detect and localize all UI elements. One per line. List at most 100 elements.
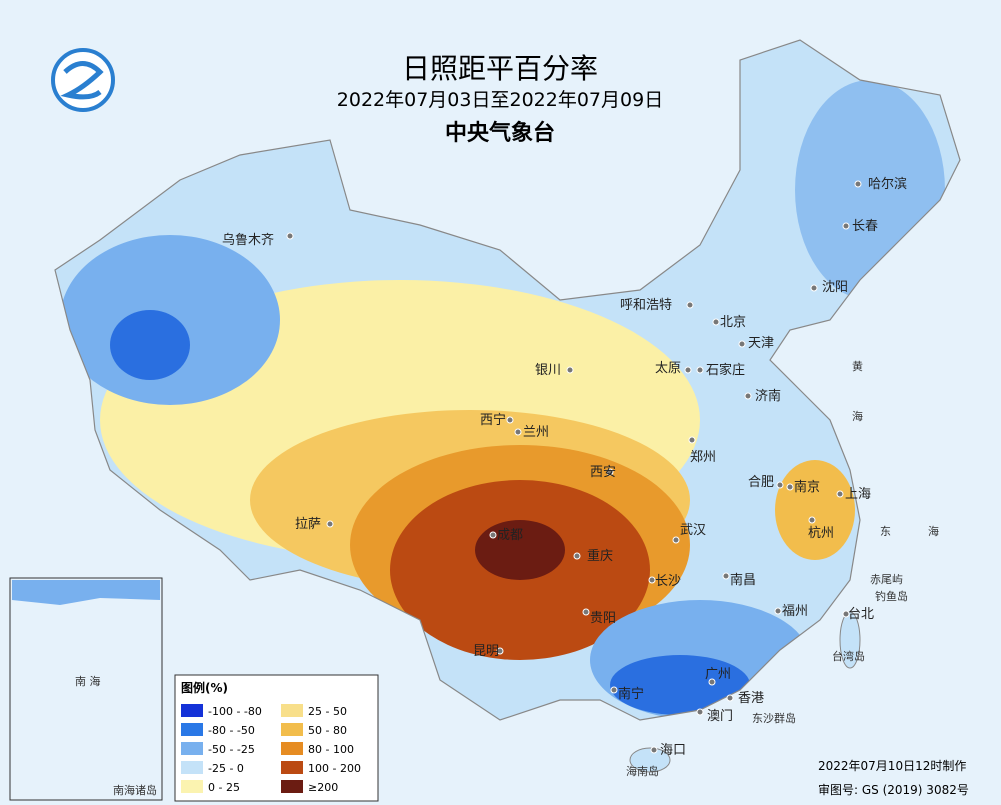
title: 日照距平百分率 (402, 52, 598, 85)
legend-swatch (181, 723, 203, 736)
city-dot (842, 222, 850, 230)
city-dot (582, 608, 590, 616)
inset-label: 南海诸岛 (113, 783, 157, 797)
legend-title: 图例(%) (181, 680, 228, 695)
city-dot (726, 694, 734, 702)
city-label: 乌鲁木齐 (222, 232, 274, 248)
legend-label: 100 - 200 (308, 762, 361, 775)
city-label: 哈尔滨 (868, 176, 907, 192)
legend-label: ≥200 (308, 781, 338, 794)
legend-label: 25 - 50 (308, 705, 347, 718)
city-dot (648, 576, 656, 584)
city-label: 银川 (535, 363, 561, 378)
city-dot (606, 468, 614, 476)
city-label: 呼和浩特 (620, 298, 672, 313)
city-dot (808, 516, 816, 524)
city-dot (489, 531, 497, 539)
city-dot (738, 340, 746, 348)
city-label: 合肥 (748, 475, 774, 490)
city-label: 海口 (660, 743, 686, 758)
city-dot (650, 746, 658, 754)
legend-swatch (181, 742, 203, 755)
place-label: 东沙群岛 (752, 711, 796, 725)
place-label: 海南岛 (626, 764, 659, 778)
city-dot (566, 366, 574, 374)
taiwan (839, 611, 861, 669)
city-dot (786, 483, 794, 491)
city-label: 长沙 (655, 574, 681, 589)
city-dot (810, 284, 818, 292)
border (54, 39, 961, 721)
city-label: 南京 (794, 479, 820, 495)
city-label: 石家庄 (706, 362, 745, 378)
city-label: 西宁 (480, 412, 506, 428)
sea-label: 黄 (852, 359, 863, 373)
city-dot (286, 232, 294, 240)
city-dot (610, 686, 618, 694)
city-label: 昆明 (473, 644, 499, 659)
city-dot (514, 428, 522, 436)
city-label: 贵阳 (590, 611, 616, 626)
legend-label: 80 - 100 (308, 743, 354, 756)
city-dot (326, 520, 334, 528)
city-label: 杭州 (808, 526, 834, 541)
city-label: 北京 (720, 315, 746, 330)
city-label: 台北 (848, 607, 874, 622)
legend-swatch (181, 704, 203, 717)
city-label: 南昌 (730, 572, 756, 588)
city-label: 沈阳 (822, 280, 848, 295)
legend-label: -80 - -50 (208, 724, 255, 737)
legend-swatch (281, 761, 303, 774)
sea-label: 东 (880, 525, 891, 538)
legend-label: -50 - -25 (208, 743, 255, 756)
legend-label: 0 - 25 (208, 781, 240, 794)
city-label: 兰州 (523, 425, 549, 440)
legend-label: -100 - -80 (208, 705, 262, 718)
city-dot (776, 481, 784, 489)
sea-label: 海 (928, 524, 939, 538)
city-label: 太原 (655, 361, 681, 376)
legend-swatch (281, 723, 303, 736)
hainan (629, 747, 671, 773)
legend-swatch (281, 780, 303, 793)
subtitle: 2022年07月03日至2022年07月09日 (337, 89, 663, 111)
city-dot (496, 647, 504, 655)
legend (174, 674, 379, 802)
city-dot (744, 392, 752, 400)
logo (51, 48, 115, 112)
inset-land (12, 580, 160, 605)
city-dot (684, 366, 692, 374)
footer-made: 2022年07月10日12时制作 (818, 759, 966, 773)
inset (9, 577, 163, 801)
footer-approval: 审图号: GS (2019) 3082号 (818, 782, 969, 797)
city-label: 广州 (705, 667, 731, 682)
legend-label: -25 - 0 (208, 762, 244, 775)
city-label: 重庆 (587, 548, 613, 564)
city-label: 西安 (590, 465, 616, 480)
city-label: 香港 (738, 691, 764, 706)
city-dot (708, 678, 716, 686)
city-label: 长春 (852, 219, 878, 234)
city-label: 武汉 (680, 523, 706, 538)
place-label: 钓鱼岛 (875, 589, 908, 603)
city-dot (696, 366, 704, 374)
inset-sea: 南 海 (75, 674, 101, 688)
logo-mark (60, 61, 104, 100)
sea-label: 海 (852, 409, 863, 423)
city-dot (712, 318, 720, 326)
city-label: 上海 (845, 487, 871, 502)
place-label: 台湾岛 (832, 649, 865, 663)
city-dot (688, 436, 696, 444)
city-label: 成都 (497, 528, 523, 543)
city-label: 天津 (748, 336, 774, 351)
city-label: 郑州 (690, 450, 716, 465)
city-dot (686, 301, 694, 309)
city-dot (506, 416, 514, 424)
legend-swatch (281, 704, 303, 717)
place-label: 赤尾屿 (870, 573, 903, 586)
city-dot (854, 180, 862, 188)
city-label: 济南 (755, 388, 781, 404)
legend-label: 50 - 80 (308, 724, 347, 737)
city-label: 福州 (782, 604, 808, 619)
